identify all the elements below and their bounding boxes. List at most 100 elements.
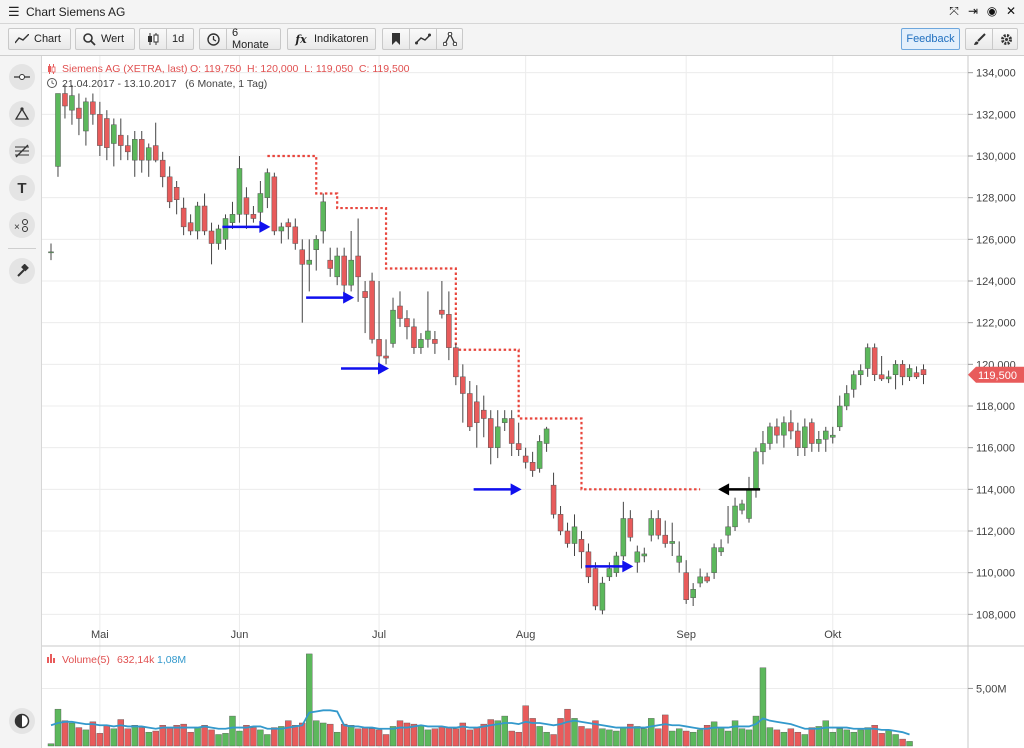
gear-button[interactable]: [992, 29, 1019, 49]
volume-bar: [313, 720, 320, 747]
expand-icon[interactable]: ⤧: [949, 3, 959, 18]
candle-body: [138, 139, 145, 161]
fx-icon: fx: [295, 32, 307, 46]
volume-bar: [536, 726, 543, 747]
hamburger-menu-icon[interactable]: ☰: [8, 4, 20, 19]
candle-body: [662, 534, 668, 544]
candle-body: [816, 439, 822, 444]
trailing-stop-line: [267, 154, 701, 491]
chart-type-button[interactable]: Chart: [8, 28, 71, 50]
volume-bar: [592, 720, 599, 747]
price-tick-label: 132,000: [976, 109, 1016, 121]
candle-body: [627, 518, 634, 538]
bookmark-button[interactable]: [383, 29, 409, 49]
range-group: 6 Monate: [199, 27, 281, 51]
volume-bar: [459, 722, 467, 747]
volume-bar: [473, 727, 480, 747]
volume-bar: [571, 718, 578, 747]
close-icon[interactable]: ✕: [1005, 4, 1017, 18]
volume-bar: [808, 727, 816, 747]
grid: [42, 56, 968, 748]
volume-bar: [487, 719, 494, 747]
arrow-head: [718, 483, 730, 496]
triangle-tool-icon[interactable]: [9, 101, 35, 127]
volume-bar: [515, 731, 522, 747]
candlestick-button[interactable]: [140, 29, 166, 49]
text-tool-icon[interactable]: T: [9, 175, 35, 201]
volume-bar: [320, 722, 327, 747]
candle-body: [432, 339, 438, 344]
search-icon: [81, 31, 97, 47]
toolbar-divider: [8, 248, 36, 249]
volume-bar: [180, 723, 187, 747]
clock-button[interactable]: [200, 29, 226, 49]
volume-bar: [396, 720, 404, 747]
volume-bar: [152, 730, 159, 747]
drawing-tools-group: [382, 28, 463, 50]
volume-bar: [208, 729, 215, 747]
volume-bar: [452, 728, 460, 747]
candle-body: [243, 197, 250, 215]
popout-icon[interactable]: ⇥: [967, 4, 979, 18]
candle-body: [487, 418, 494, 448]
period-label: 21.04.2017 - 13.10.2017 (6 Monate, 1 Tag…: [62, 78, 267, 90]
feedback-button[interactable]: Feedback: [901, 28, 960, 50]
contrast-toggle-icon[interactable]: [9, 708, 35, 734]
trendline-button[interactable]: [409, 29, 436, 49]
volume-bar: [843, 729, 850, 747]
candle-body: [836, 405, 843, 428]
brush-button[interactable]: [966, 29, 992, 49]
candle-body: [132, 139, 138, 161]
volume-bar: [347, 725, 355, 747]
volume-bar: [641, 728, 648, 747]
settings-icon[interactable]: ◉: [986, 4, 998, 18]
candle-body: [152, 145, 159, 161]
candle-body: [711, 547, 717, 573]
candle-body: [676, 555, 682, 563]
candle-body: [850, 374, 857, 390]
volume-bar: [745, 729, 753, 747]
volume-bar: [354, 728, 362, 747]
hammer-tool-icon[interactable]: [9, 258, 35, 284]
range-button[interactable]: 6 Monate: [226, 27, 280, 51]
fibonacci-tool-icon[interactable]: [9, 138, 35, 164]
volume-bar: [682, 730, 690, 747]
volume-bar: [717, 727, 725, 747]
candle-body: [871, 347, 878, 375]
pattern-button[interactable]: [436, 29, 463, 49]
volume-bar: [68, 722, 76, 747]
time-tick-label: Aug: [516, 629, 536, 641]
volume-bar: [103, 725, 111, 747]
volume-bar: [871, 725, 878, 747]
candle-body: [823, 430, 829, 440]
interval-button[interactable]: 1d: [166, 29, 189, 49]
candle-body: [173, 187, 180, 200]
price-chart[interactable]: 108,000 110,000 112,000 114,000 116,000 118,0…: [42, 56, 1024, 748]
candle-body: [641, 553, 648, 557]
candles: [48, 85, 927, 615]
arrow-head: [259, 220, 271, 233]
volume-bar: [61, 720, 69, 747]
measure-tool-icon[interactable]: ×: [9, 212, 35, 238]
candle-body: [118, 134, 124, 146]
candle-body: [550, 484, 557, 515]
signal-arrow: [473, 483, 522, 496]
volume-bar: [801, 734, 809, 747]
candle-body: [285, 222, 292, 228]
volume-bar: [187, 731, 194, 747]
volume-bar: [417, 725, 425, 747]
pattern-icon: [442, 31, 458, 47]
value-button[interactable]: Wert: [75, 28, 135, 50]
candle-body: [830, 434, 836, 438]
candle-body: [69, 95, 75, 111]
volume-bar: [703, 725, 711, 747]
volume-average: 1,08M: [157, 654, 186, 666]
bookmark-icon: [388, 31, 404, 47]
svg-text:×: ×: [14, 222, 20, 232]
indicators-button[interactable]: fx Indikatoren: [287, 28, 376, 50]
candle-body: [564, 530, 571, 544]
candle-body: [320, 201, 326, 232]
horizontal-line-tool-icon[interactable]: [9, 64, 35, 90]
candle-body: [397, 305, 403, 319]
candle-body: [494, 426, 501, 448]
